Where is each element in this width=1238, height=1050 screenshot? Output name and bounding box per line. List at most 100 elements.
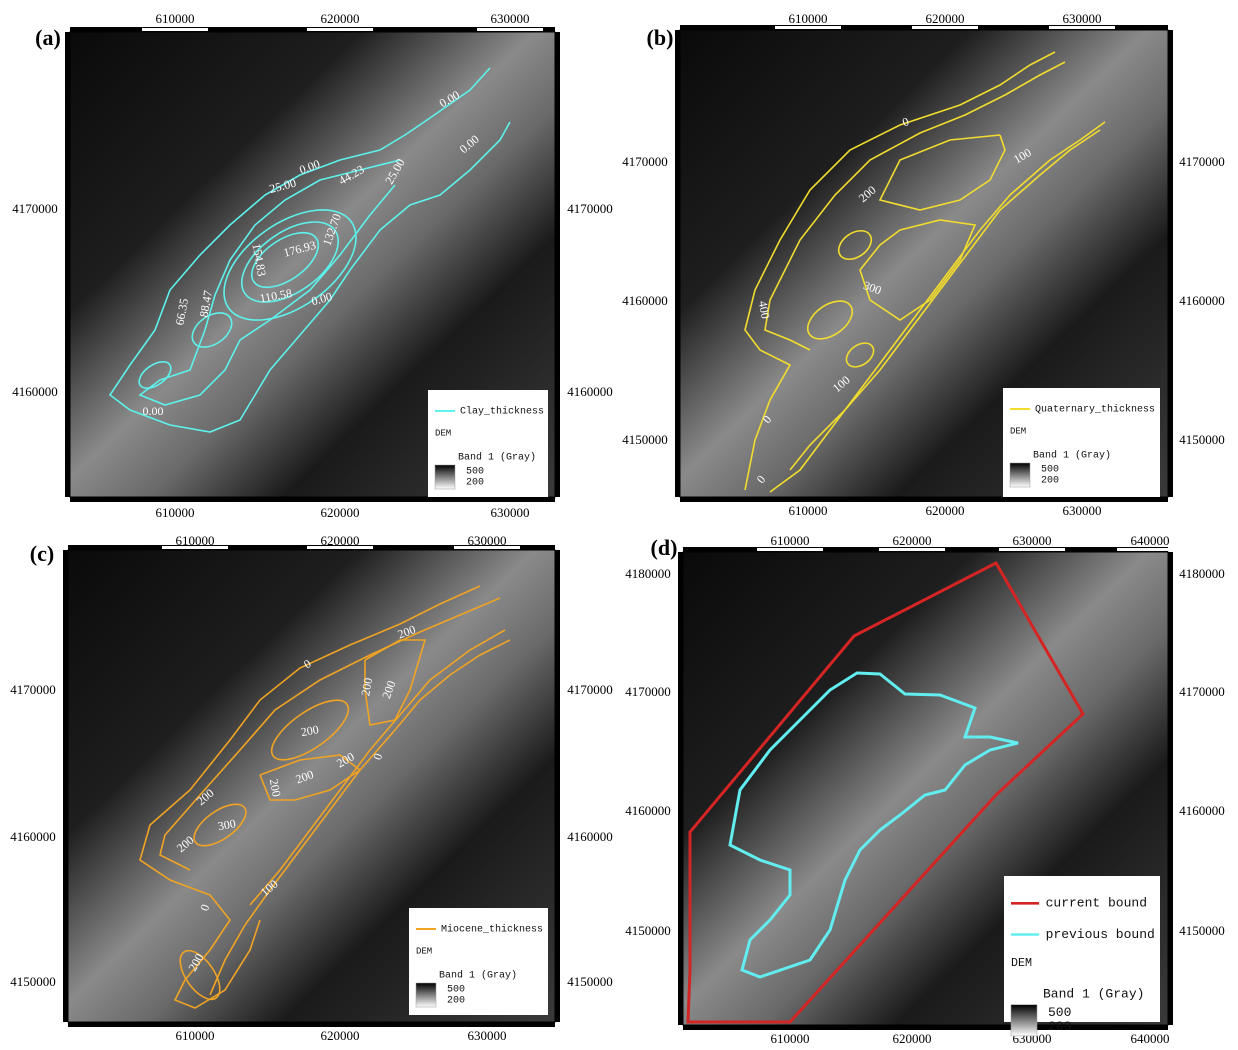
frame-segment	[775, 26, 841, 29]
y-tick-label: 4150000	[10, 974, 56, 989]
x-tick-label: 610000	[176, 1028, 215, 1043]
y-tick-label: 4180000	[1179, 566, 1225, 581]
x-tick-label: 630000	[491, 505, 530, 520]
contour-label: 0.00	[143, 404, 164, 418]
frame-segment	[1049, 26, 1115, 29]
panel-label: (d)	[651, 535, 678, 560]
panel-label: (a)	[35, 25, 61, 50]
legend-low: 200	[447, 996, 465, 1007]
y-tick-label: 4160000	[567, 384, 613, 399]
y-tick-label: 4170000	[10, 682, 56, 697]
x-tick-label: 610000	[176, 533, 215, 548]
legend-label: Miocene_thickness	[441, 924, 543, 936]
y-tick-label: 4170000	[625, 684, 671, 699]
legend-layer: DEM	[1010, 426, 1026, 436]
frame-segment	[879, 548, 945, 551]
x-tick-label: 620000	[321, 1028, 360, 1043]
x-tick-label: 630000	[468, 533, 507, 548]
x-tick-label: 630000	[491, 11, 530, 26]
y-tick-label: 4180000	[625, 566, 671, 581]
y-tick-label: 4150000	[1179, 923, 1225, 938]
x-tick-label: 610000	[771, 533, 810, 548]
legend-band: Band 1 (Gray)	[439, 970, 517, 982]
x-tick-label: 620000	[926, 11, 965, 26]
y-tick-label: 4170000	[567, 201, 613, 216]
frame-segment	[142, 28, 208, 31]
legend-label: current bound	[1046, 896, 1147, 911]
legend-label: Clay_thickness	[460, 406, 544, 418]
frame-bar	[675, 30, 680, 497]
y-tick-label: 4160000	[12, 384, 58, 399]
x-tick-label: 630000	[1063, 11, 1102, 26]
legend-swatch	[1011, 1005, 1037, 1036]
frame-bar	[68, 1022, 555, 1027]
legend-band: Band 1 (Gray)	[458, 452, 536, 464]
x-tick-label: 610000	[156, 505, 195, 520]
legend-band: Band 1 (Gray)	[1043, 987, 1144, 1002]
legend-layer: DEM	[416, 946, 432, 956]
frame-bar	[680, 497, 1168, 502]
frame-segment	[1117, 548, 1183, 551]
legend-layer: DEM	[435, 428, 451, 438]
frame-bar	[678, 552, 683, 1025]
frame-segment	[999, 548, 1065, 551]
legend-swatch	[416, 983, 436, 1007]
y-tick-label: 4160000	[567, 829, 613, 844]
x-tick-label: 610000	[789, 503, 828, 518]
y-tick-label: 4160000	[1179, 293, 1225, 308]
x-tick-label: 610000	[789, 11, 828, 26]
frame-segment	[757, 548, 823, 551]
legend-high: 500	[466, 467, 484, 478]
x-tick-label: 620000	[893, 1031, 932, 1046]
x-tick-label: 620000	[321, 533, 360, 548]
y-tick-label: 4160000	[10, 829, 56, 844]
frame-bar	[1168, 30, 1173, 497]
x-tick-label: 620000	[926, 503, 965, 518]
y-tick-label: 4160000	[622, 293, 668, 308]
legend-high: 500	[1048, 1005, 1071, 1020]
legend-low: 200	[1041, 476, 1059, 487]
frame-segment	[912, 26, 978, 29]
x-tick-label: 640000	[1131, 1031, 1170, 1046]
frame-bar	[555, 32, 560, 497]
y-tick-label: 4160000	[625, 803, 671, 818]
legend-label: Quaternary_thickness	[1035, 404, 1155, 416]
frame-segment	[307, 28, 373, 31]
y-tick-label: 4150000	[1179, 432, 1225, 447]
legend-high: 500	[447, 985, 465, 996]
y-tick-label: 4170000	[12, 201, 58, 216]
x-tick-label: 630000	[468, 1028, 507, 1043]
frame-bar	[65, 32, 70, 497]
frame-segment	[477, 28, 543, 31]
panel-label: (c)	[30, 541, 54, 566]
legend-swatch	[435, 465, 455, 489]
y-tick-label: 4170000	[622, 154, 668, 169]
x-tick-label: 630000	[1013, 533, 1052, 548]
legend-layer: DEM	[1011, 956, 1032, 970]
legend-high: 500	[1041, 465, 1059, 476]
legend-low: 200	[1048, 1019, 1071, 1034]
x-tick-label: 620000	[321, 505, 360, 520]
x-tick-label: 640000	[1131, 533, 1170, 548]
frame-bar	[63, 550, 68, 1022]
frame-bar	[1168, 552, 1173, 1025]
y-tick-label: 4150000	[567, 974, 613, 989]
legend-label: previous bound	[1046, 927, 1155, 942]
y-tick-label: 4150000	[625, 923, 671, 938]
legend-low: 200	[466, 478, 484, 489]
y-tick-label: 4170000	[567, 682, 613, 697]
x-tick-label: 620000	[321, 11, 360, 26]
y-tick-label: 4170000	[1179, 154, 1225, 169]
panel-label: (b)	[647, 25, 674, 50]
x-tick-label: 630000	[1063, 503, 1102, 518]
legend-swatch	[1010, 463, 1030, 487]
x-tick-label: 620000	[893, 533, 932, 548]
x-tick-label: 610000	[156, 11, 195, 26]
y-tick-label: 4150000	[622, 432, 668, 447]
figure: 610000 610000 620000 620000 630000 630000 4170…	[0, 0, 1238, 1050]
frame-bar	[555, 550, 560, 1022]
frame-bar	[70, 497, 555, 502]
y-tick-label: 4170000	[1179, 684, 1225, 699]
legend-band: Band 1 (Gray)	[1033, 450, 1111, 462]
y-tick-label: 4160000	[1179, 803, 1225, 818]
